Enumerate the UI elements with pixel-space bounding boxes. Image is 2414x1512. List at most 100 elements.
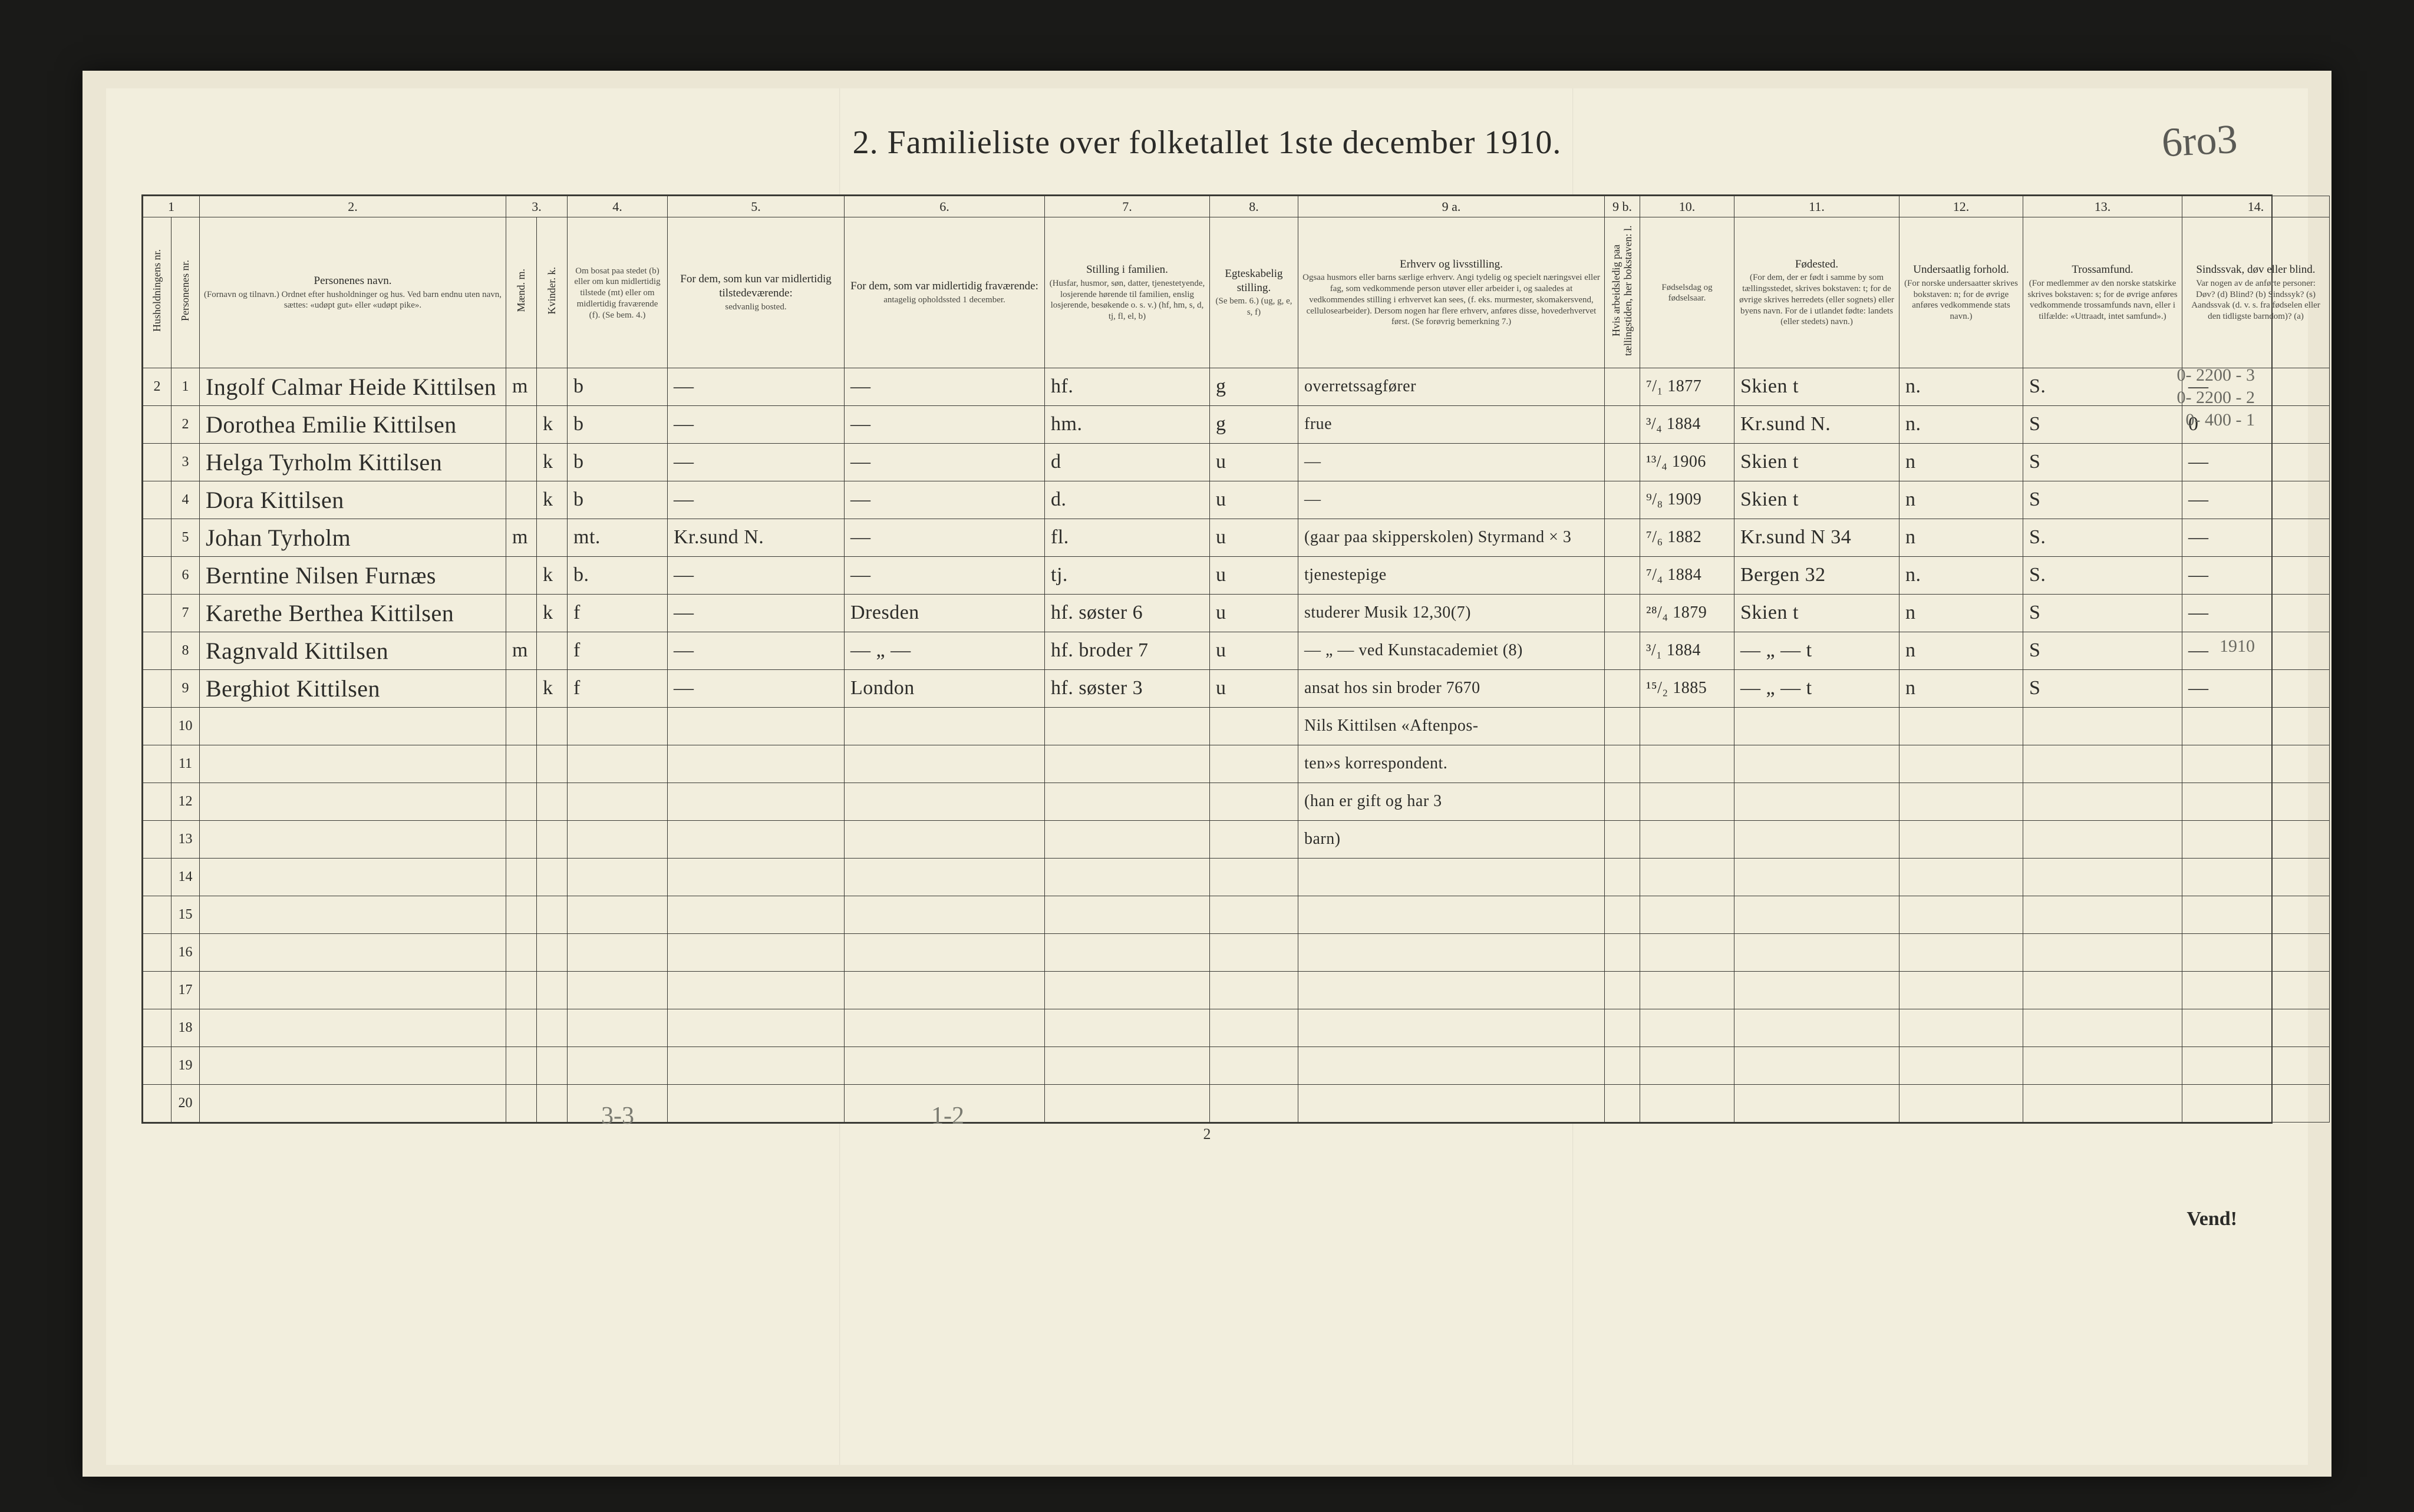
margin-annotation: 0- 2200 - 2 xyxy=(2177,388,2255,407)
cell-name: Dora Kittilsen xyxy=(200,481,506,519)
cell-marital xyxy=(1210,896,1298,933)
cell-religion xyxy=(2023,820,2182,858)
table-row: 18 xyxy=(143,1009,2330,1046)
table-row: 5Johan Tyrholmmmt.Kr.sund N.—fl.u(gaar p… xyxy=(143,519,2330,556)
cell-religion: S xyxy=(2023,632,2182,669)
cell-birthplace xyxy=(1734,1009,1899,1046)
col-header: For dem, som kun var midlertidig tilsted… xyxy=(668,217,845,368)
cell-bosat xyxy=(568,971,668,1009)
table-row: 21Ingolf Calmar Heide Kittilsenmb——hf.go… xyxy=(143,368,2330,405)
cell-citizen xyxy=(1899,858,2023,896)
cell-occupation xyxy=(1298,1046,1605,1084)
scan-frame: 2. Familieliste over folketallet 1ste de… xyxy=(83,71,2331,1477)
cell-unemployed xyxy=(1605,519,1640,556)
cell-marital: u xyxy=(1210,443,1298,481)
cell-frav-place xyxy=(845,971,1045,1009)
cell-frav-place: London xyxy=(845,669,1045,707)
table-row: 12(han er gift og har 3 xyxy=(143,783,2330,820)
cell-household-nr xyxy=(143,669,172,707)
paper-sheet: 2. Familieliste over folketallet 1ste de… xyxy=(106,88,2308,1465)
cell-sex-k: k xyxy=(537,556,568,594)
cell-person-nr: 2 xyxy=(172,405,200,443)
cell-family-pos: hf. broder 7 xyxy=(1045,632,1210,669)
cell-mt-place xyxy=(668,820,845,858)
cell-sex-m: m xyxy=(506,519,537,556)
cell-name xyxy=(200,1084,506,1122)
cell-person-nr: 19 xyxy=(172,1046,200,1084)
table-row: 10Nils Kittilsen «Aftenpos- xyxy=(143,707,2330,745)
cell-name: Johan Tyrholm xyxy=(200,519,506,556)
cell-marital xyxy=(1210,971,1298,1009)
cell-religion xyxy=(2023,1009,2182,1046)
cell-birthdate: ²⁸/₄ 1879 xyxy=(1640,594,1734,632)
cell-sex-k xyxy=(537,368,568,405)
cell-birthplace: Skien t xyxy=(1734,368,1899,405)
cell-household-nr xyxy=(143,632,172,669)
cell-unemployed xyxy=(1605,556,1640,594)
cell-name: Dorothea Emilie Kittilsen xyxy=(200,405,506,443)
cell-occupation: frue xyxy=(1298,405,1605,443)
cell-frav-place xyxy=(845,783,1045,820)
colnum: 10. xyxy=(1640,196,1734,217)
cell-household-nr xyxy=(143,594,172,632)
cell-sex-k xyxy=(537,933,568,971)
cell-name: Berntine Nilsen Furnæs xyxy=(200,556,506,594)
cell-marital: g xyxy=(1210,405,1298,443)
cell-frav-place xyxy=(845,1046,1045,1084)
cell-birthdate: ⁹/₈ 1909 xyxy=(1640,481,1734,519)
cell-citizen: n xyxy=(1899,632,2023,669)
cell-person-nr: 8 xyxy=(172,632,200,669)
cell-sex-k xyxy=(537,971,568,1009)
cell-birthdate xyxy=(1640,933,1734,971)
col-header: Sindssvak, døv eller blind. Var nogen av… xyxy=(2182,217,2330,368)
cell-mt-place xyxy=(668,1046,845,1084)
cell-marital: u xyxy=(1210,519,1298,556)
cell-frav-place: Dresden xyxy=(845,594,1045,632)
cell-religion xyxy=(2023,783,2182,820)
cell-birthplace: Skien t xyxy=(1734,594,1899,632)
cell-bosat: b xyxy=(568,481,668,519)
cell-bosat xyxy=(568,707,668,745)
cell-sex-k xyxy=(537,820,568,858)
cell-citizen: n xyxy=(1899,519,2023,556)
cell-frav-place: — xyxy=(845,519,1045,556)
cell-marital: u xyxy=(1210,556,1298,594)
cell-mt-place: — xyxy=(668,669,845,707)
cell-person-nr: 12 xyxy=(172,783,200,820)
colnum: 5. xyxy=(668,196,845,217)
cell-person-nr: 20 xyxy=(172,1084,200,1122)
cell-household-nr xyxy=(143,1046,172,1084)
cell-occupation xyxy=(1298,858,1605,896)
cell-citizen xyxy=(1899,783,2023,820)
cell-religion xyxy=(2023,933,2182,971)
cell-mt-place: — xyxy=(668,405,845,443)
cell-bosat: f xyxy=(568,594,668,632)
cell-sex-m xyxy=(506,481,537,519)
cell-mt-place: Kr.sund N. xyxy=(668,519,845,556)
cell-household-nr xyxy=(143,971,172,1009)
col-header: For dem, som var midlertidig fraværende:… xyxy=(845,217,1045,368)
cell-name: Ragnvald Kittilsen xyxy=(200,632,506,669)
cell-household-nr xyxy=(143,933,172,971)
cell-frav-place: — xyxy=(845,405,1045,443)
cell-name xyxy=(200,1046,506,1084)
cell-family-pos xyxy=(1045,933,1210,971)
cell-birthplace xyxy=(1734,896,1899,933)
cell-name xyxy=(200,896,506,933)
cell-unemployed xyxy=(1605,933,1640,971)
cell-unemployed xyxy=(1605,1009,1640,1046)
cell-sex-k: k xyxy=(537,481,568,519)
cell-birthplace: Kr.sund N 34 xyxy=(1734,519,1899,556)
cell-disability xyxy=(2182,1084,2330,1122)
cell-citizen: n xyxy=(1899,669,2023,707)
col-header: Hvis arbeidsledig paa tællingstiden, her… xyxy=(1605,217,1640,368)
cell-sex-m xyxy=(506,1009,537,1046)
cell-person-nr: 9 xyxy=(172,669,200,707)
cell-religion: S xyxy=(2023,443,2182,481)
cell-sex-m xyxy=(506,1046,537,1084)
cell-citizen xyxy=(1899,1046,2023,1084)
cell-occupation: ansat hos sin broder 7670 xyxy=(1298,669,1605,707)
cell-name xyxy=(200,707,506,745)
cell-frav-place: — xyxy=(845,443,1045,481)
cell-unemployed xyxy=(1605,594,1640,632)
